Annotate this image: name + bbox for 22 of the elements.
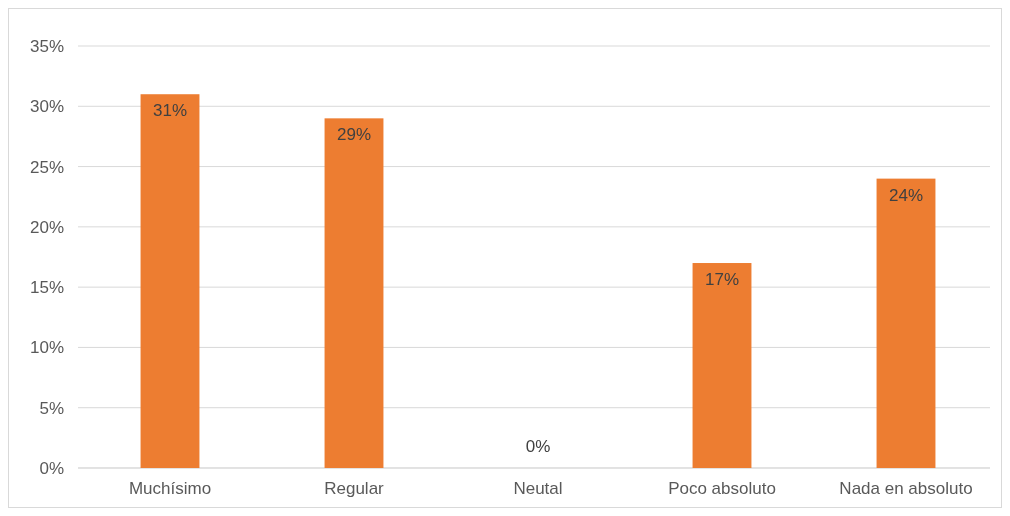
bar: [140, 94, 200, 468]
bar: [324, 118, 384, 468]
y-tick-label: 25%: [29, 157, 64, 177]
data-label: 24%: [888, 185, 924, 205]
y-tick-label: 30%: [29, 97, 64, 117]
x-tick-label: Nada en absoluto: [839, 479, 973, 498]
data-label: 17%: [704, 270, 740, 290]
y-tick-label: 5%: [39, 398, 64, 418]
x-tick-label: Poco absoluto: [668, 479, 776, 498]
x-tick-label: Muchísimo: [128, 479, 212, 498]
data-label: 0%: [525, 437, 551, 456]
x-tick-label: Regular: [324, 479, 385, 498]
data-label: 29%: [336, 125, 372, 145]
y-tick-label: 35%: [29, 36, 64, 56]
data-label: 31%: [152, 101, 188, 121]
bar: [876, 178, 936, 468]
y-tick-label: 15%: [29, 278, 64, 298]
bar: [692, 263, 752, 468]
y-tick-label: 0%: [39, 458, 64, 478]
x-tick-label: Neutal: [513, 479, 563, 498]
y-tick-label: 10%: [29, 338, 64, 358]
y-tick-label: 20%: [29, 217, 64, 237]
